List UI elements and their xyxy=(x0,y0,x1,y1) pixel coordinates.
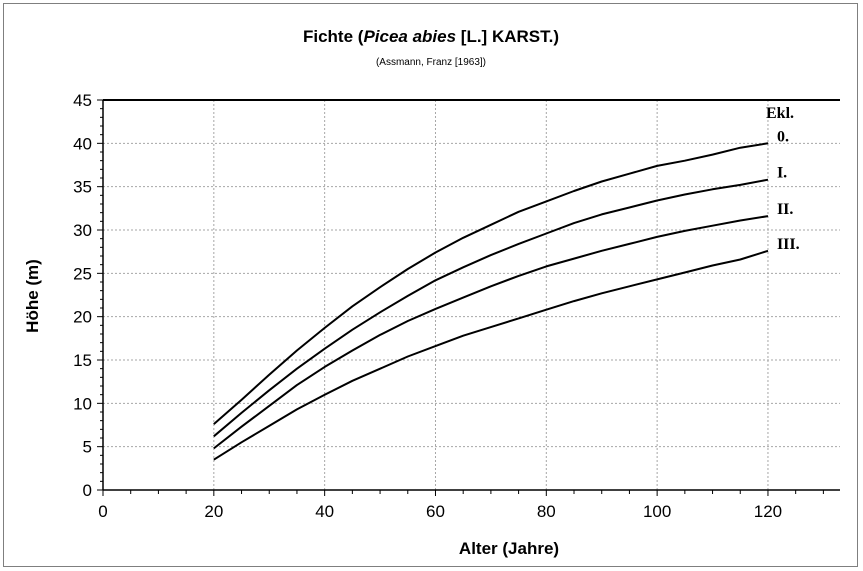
x-tick-label: 120 xyxy=(754,502,782,521)
x-tick-label: 60 xyxy=(426,502,445,521)
y-tick-label: 40 xyxy=(73,134,92,153)
series-line xyxy=(213,249,769,461)
y-tick-label: 0 xyxy=(83,481,92,500)
site-index-chart: Fichte (Picea abies [L.] KARST.) (Assman… xyxy=(23,27,840,558)
y-tick-label: 5 xyxy=(83,438,92,457)
x-tick-label: 40 xyxy=(315,502,334,521)
series-line xyxy=(213,178,769,438)
chart-frame: Fichte (Picea abies [L.] KARST.) (Assman… xyxy=(3,3,858,567)
chart-subtitle: (Assmann, Franz [1963]) xyxy=(376,57,486,68)
legend-title: Ekl. xyxy=(766,105,794,122)
x-tick-label: 20 xyxy=(204,502,223,521)
series-label: III. xyxy=(777,236,800,253)
series-label: 0. xyxy=(777,128,789,145)
y-axis-title: Höhe (m) xyxy=(23,259,42,333)
series-label: I. xyxy=(777,165,787,182)
x-tick-label: 80 xyxy=(537,502,556,521)
tick-labels: 0 20 40 60 80 100 120 0 5 10 15 20 25 30 35 40 45 xyxy=(73,91,782,521)
y-tick-label: 20 xyxy=(73,308,92,327)
series-line xyxy=(213,142,769,425)
chart-title-suffix: [L.] KARST.) xyxy=(456,27,559,46)
y-tick-label: 25 xyxy=(73,264,92,283)
chart-title-species: Picea abies xyxy=(363,27,456,46)
chart-title-prefix: Fichte ( xyxy=(303,27,364,46)
chart-title: Fichte (Picea abies [L.] KARST.) xyxy=(303,27,559,46)
series-line xyxy=(213,215,769,450)
y-tick-label: 30 xyxy=(73,221,92,240)
grid xyxy=(103,100,840,490)
axes xyxy=(102,99,840,491)
x-axis-title: Alter (Jahre) xyxy=(459,539,559,558)
y-tick-label: 35 xyxy=(73,178,92,197)
y-tick-label: 45 xyxy=(73,91,92,110)
x-tick-label: 100 xyxy=(643,502,671,521)
class-labels: 0. I. II. III. xyxy=(777,128,800,252)
y-tick-label: 10 xyxy=(73,394,92,413)
series-label: II. xyxy=(777,201,793,218)
y-tick-label: 15 xyxy=(73,351,92,370)
curves xyxy=(213,142,769,461)
x-tick-label: 0 xyxy=(98,502,107,521)
